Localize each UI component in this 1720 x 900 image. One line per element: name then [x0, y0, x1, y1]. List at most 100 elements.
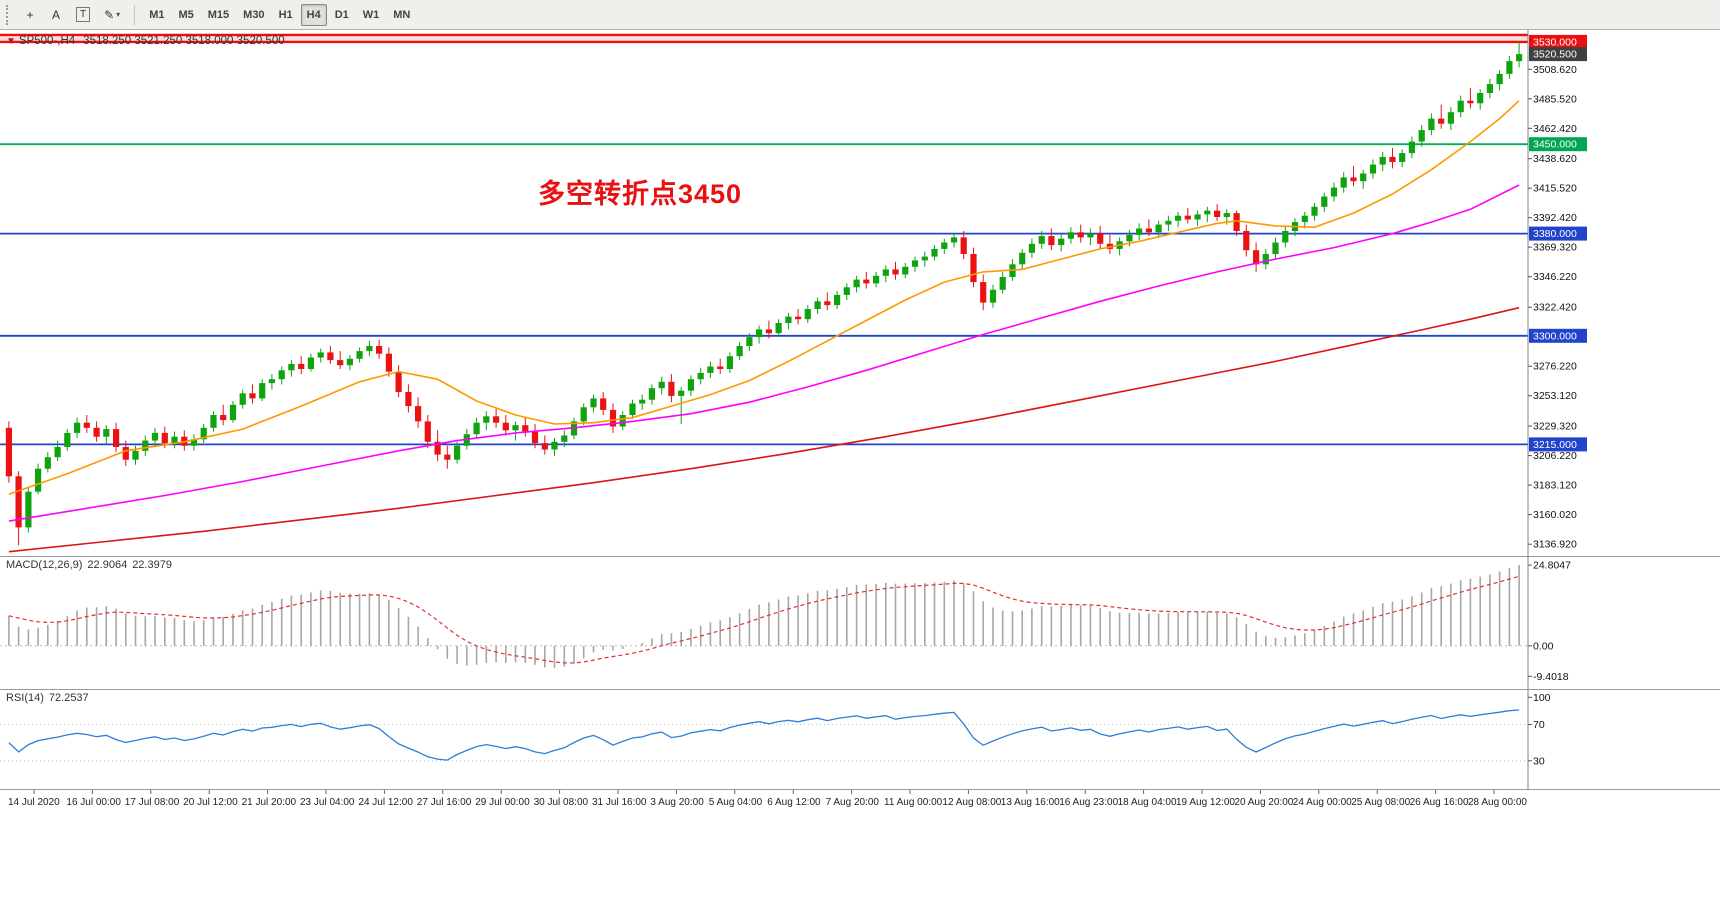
rsi-line: [8, 709, 1520, 761]
svg-text:3415.520: 3415.520: [1533, 183, 1577, 195]
macd-signal-value: 22.3979: [132, 559, 172, 571]
resistance-band[interactable]: [0, 33, 1528, 44]
toolbar-separator: [134, 4, 136, 25]
svg-text:3229.320: 3229.320: [1533, 421, 1577, 433]
svg-text:3392.420: 3392.420: [1533, 212, 1577, 224]
svg-text:3438.620: 3438.620: [1533, 153, 1577, 165]
timeframe-button-m30[interactable]: M30: [237, 4, 270, 26]
svg-text:25 Aug 08:00: 25 Aug 08:00: [1351, 797, 1410, 808]
svg-text:3450.000: 3450.000: [1533, 139, 1577, 151]
svg-text:3462.420: 3462.420: [1533, 123, 1577, 135]
ma-mid-line: [8, 184, 1520, 522]
timeframe-button-m1[interactable]: M1: [143, 4, 170, 26]
svg-text:6 Aug 12:00: 6 Aug 12:00: [767, 797, 821, 808]
svg-text:3253.120: 3253.120: [1533, 390, 1577, 402]
svg-text:28 Aug 00:00: 28 Aug 00:00: [1468, 797, 1527, 808]
svg-text:16 Jul 00:00: 16 Jul 00:00: [66, 797, 121, 808]
svg-text:21 Jul 20:00: 21 Jul 20:00: [242, 797, 297, 808]
price-tag-3380.000: 3380.000: [1529, 226, 1587, 241]
toolbar: + A T ✎ ▾ M1 M5 M15 M30 H1 H4 D1 W1 MN: [0, 0, 1720, 30]
svg-text:26 Aug 16:00: 26 Aug 16:00: [1410, 797, 1469, 808]
svg-text:17 Jul 08:00: 17 Jul 08:00: [125, 797, 180, 808]
macd-main-value: 22.9064: [87, 559, 128, 571]
macd-axis-labels: 24.8047 0.00 -9.4018: [1528, 560, 1571, 683]
time-axis-labels[interactable]: 14 Jul 2020 16 Jul 00:00 17 Jul 08:00 20 Ju…: [8, 790, 1527, 808]
svg-text:29 Jul 00:00: 29 Jul 00:00: [475, 797, 530, 808]
crosshair-icon: +: [26, 7, 34, 22]
svg-text:14 Jul 2020: 14 Jul 2020: [8, 797, 60, 808]
svg-text:20 Aug 20:00: 20 Aug 20:00: [1234, 797, 1293, 808]
ma-fast-line: [8, 100, 1520, 495]
candles-layer: [5, 41, 1523, 546]
svg-text:3160.020: 3160.020: [1533, 509, 1577, 521]
timeframe-button-mn[interactable]: MN: [387, 4, 416, 26]
arrow-label-tool-button[interactable]: A: [44, 4, 68, 26]
svg-text:3346.220: 3346.220: [1533, 271, 1577, 283]
svg-text:16 Aug 23:00: 16 Aug 23:00: [1059, 797, 1118, 808]
rsi-indicator-label: RSI(14) 72.2537: [6, 692, 94, 704]
svg-text:3380.000: 3380.000: [1533, 228, 1577, 240]
svg-text:30: 30: [1533, 755, 1545, 767]
rsi-name: RSI(14): [6, 692, 44, 704]
svg-text:12 Aug 08:00: 12 Aug 08:00: [942, 797, 1001, 808]
svg-text:30 Jul 08:00: 30 Jul 08:00: [534, 797, 589, 808]
timeframe-button-w1[interactable]: W1: [357, 4, 386, 26]
svg-text:3276.220: 3276.220: [1533, 361, 1577, 373]
svg-text:13 Aug 16:00: 13 Aug 16:00: [1001, 797, 1060, 808]
svg-text:3300.000: 3300.000: [1533, 330, 1577, 342]
timeframe-button-m15[interactable]: M15: [202, 4, 235, 26]
text-tool-button[interactable]: T: [70, 4, 96, 26]
chart-background: [0, 30, 1720, 900]
svg-text:18 Aug 04:00: 18 Aug 04:00: [1118, 797, 1177, 808]
objects-tool-button[interactable]: ✎ ▾: [98, 4, 126, 26]
ohlc-values: 3518.250 3521.250 3518.000 3520.500: [83, 35, 285, 47]
svg-text:3485.520: 3485.520: [1533, 93, 1577, 105]
chart-annotation-text[interactable]: 多空转折点3450: [538, 179, 743, 209]
macd-signal-line: [8, 575, 1520, 664]
svg-text:19 Aug 12:00: 19 Aug 12:00: [1176, 797, 1235, 808]
svg-text:3215.000: 3215.000: [1533, 439, 1577, 451]
timeframe-button-d1[interactable]: D1: [329, 4, 355, 26]
price-tag-3450.000: 3450.000: [1529, 137, 1587, 152]
rsi-value: 72.2537: [48, 692, 89, 704]
svg-text:3 Aug 20:00: 3 Aug 20:00: [650, 797, 704, 808]
timeframe-button-h4[interactable]: H4: [300, 3, 327, 26]
timeframe-button-h1[interactable]: H1: [273, 4, 299, 26]
svg-text:3369.320: 3369.320: [1533, 242, 1577, 254]
pencil-icon: ✎: [104, 7, 115, 22]
price-tag-3520.500: 3520.500: [1529, 47, 1587, 62]
price-tag-3300.000: 3300.000: [1529, 328, 1587, 343]
svg-text:3530.000: 3530.000: [1533, 36, 1577, 48]
timeframe-button-m5[interactable]: M5: [172, 4, 199, 26]
svg-text:100: 100: [1533, 692, 1551, 704]
svg-text:24 Jul 12:00: 24 Jul 12:00: [358, 797, 413, 808]
label-a-icon: A: [51, 7, 60, 22]
price-axis-labels: 3508.620 3485.520 3462.420 3438.620 3415.520…: [1528, 64, 1577, 551]
toolbar-drag-handle[interactable]: [6, 4, 10, 25]
svg-text:23 Jul 04:00: 23 Jul 04:00: [300, 797, 355, 808]
symbol-name: SP500-,H4: [18, 35, 76, 47]
crosshair-tool-button[interactable]: +: [18, 4, 42, 26]
symbol-ohlc-header: ▼ SP500-,H4 3518.250 3521.250 3518.000 352…: [6, 35, 285, 47]
svg-text:24.8047: 24.8047: [1533, 560, 1571, 572]
ma-slow-line: [8, 306, 1520, 553]
macd-name: MACD(12,26,9): [6, 559, 83, 571]
svg-text:3322.420: 3322.420: [1533, 302, 1577, 314]
rsi-axis-labels: 100 70 30: [1528, 692, 1551, 767]
symbol-dropdown-icon[interactable]: ▼: [6, 36, 16, 47]
svg-text:11 Aug 00:00: 11 Aug 00:00: [884, 797, 943, 808]
macd-histogram: [8, 565, 1520, 668]
svg-text:27 Jul 16:00: 27 Jul 16:00: [417, 797, 472, 808]
svg-text:5 Aug 04:00: 5 Aug 04:00: [709, 797, 763, 808]
svg-text:-9.4018: -9.4018: [1533, 671, 1569, 683]
svg-text:24 Aug 00:00: 24 Aug 00:00: [1293, 797, 1352, 808]
svg-text:70: 70: [1533, 719, 1545, 731]
chevron-down-icon: ▾: [116, 10, 121, 19]
svg-text:3183.120: 3183.120: [1533, 480, 1577, 492]
svg-text:3206.220: 3206.220: [1533, 450, 1577, 462]
price-tag-3530.000: 3530.000: [1529, 34, 1587, 49]
svg-text:3136.920: 3136.920: [1533, 539, 1577, 551]
svg-text:20 Jul 12:00: 20 Jul 12:00: [183, 797, 238, 808]
